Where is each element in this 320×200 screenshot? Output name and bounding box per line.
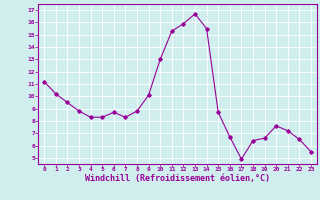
X-axis label: Windchill (Refroidissement éolien,°C): Windchill (Refroidissement éolien,°C) <box>85 174 270 183</box>
